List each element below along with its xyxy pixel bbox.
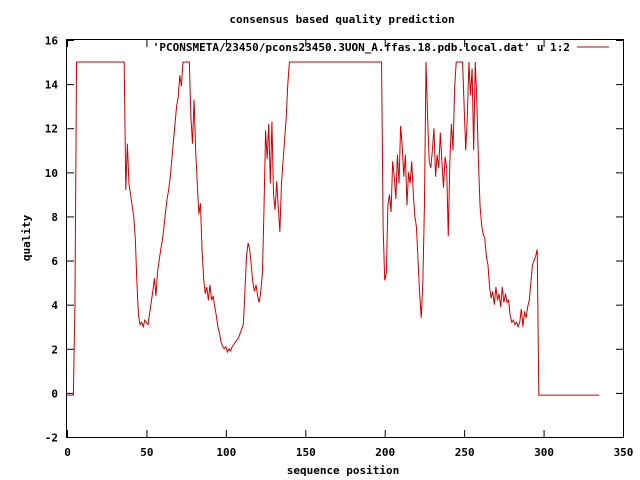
y-tick-label: 8 [51, 211, 58, 224]
x-tick-label: 300 [534, 446, 554, 459]
x-tick-label: 350 [614, 446, 634, 459]
x-tick-label: 150 [296, 446, 316, 459]
axis-ticks [67, 40, 624, 438]
y-tick-label: 2 [51, 343, 58, 356]
y-tick-label: 6 [51, 255, 58, 268]
series-line [67, 61, 600, 396]
x-tick-label: 250 [455, 446, 475, 459]
plot-frame [66, 39, 624, 438]
y-tick-label: 16 [45, 35, 59, 48]
x-axis-label: sequence position [287, 464, 400, 477]
legend: 'PCONSMETA/23450/pcons23450.3UON_A.ffas.… [153, 41, 609, 54]
y-tick-label: -2 [45, 432, 58, 445]
x-tick-label: 100 [216, 446, 236, 459]
y-tick-label: 12 [45, 123, 58, 136]
x-tick-label: 200 [375, 446, 395, 459]
axis-tick-labels: 0 50 100 150 200 250 300 350 -2 0 2 4 6 8 10 12 14 16 [45, 35, 634, 460]
y-axis-label: quality [20, 214, 33, 261]
y-tick-label: 10 [45, 167, 58, 180]
x-tick-label: 0 [64, 446, 71, 459]
legend-series-label: 'PCONSMETA/23450/pcons23450.3UON_A.ffas.… [153, 41, 570, 54]
y-tick-label: 4 [51, 299, 58, 312]
series-layer [67, 61, 600, 396]
chart-title: consensus based quality prediction [229, 13, 454, 26]
y-tick-label: 0 [51, 387, 58, 400]
x-tick-label: 50 [140, 446, 153, 459]
y-tick-label: 14 [45, 79, 59, 92]
